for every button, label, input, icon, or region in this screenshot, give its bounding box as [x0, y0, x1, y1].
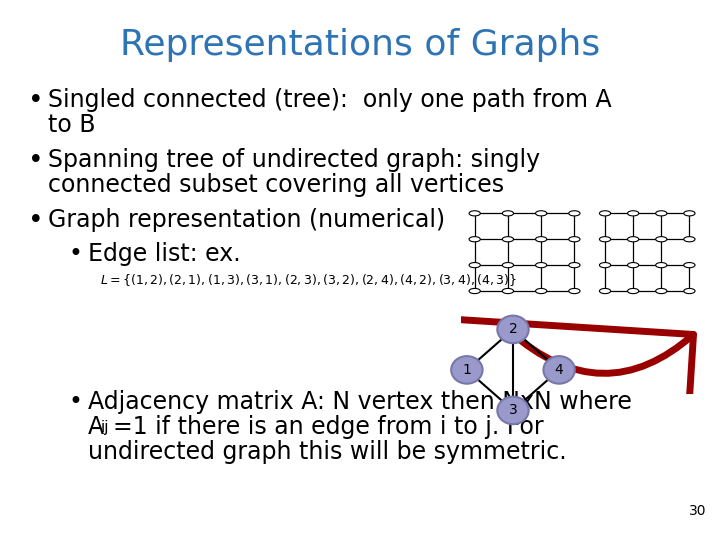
- Circle shape: [628, 288, 639, 294]
- Circle shape: [544, 356, 575, 383]
- Text: to B: to B: [48, 113, 96, 137]
- Text: undirected graph this will be symmetric.: undirected graph this will be symmetric.: [88, 440, 567, 464]
- Text: Adjacency matrix A: N vertex then NxN where: Adjacency matrix A: N vertex then NxN wh…: [88, 390, 632, 414]
- Circle shape: [684, 288, 695, 294]
- Circle shape: [503, 288, 513, 294]
- Circle shape: [503, 211, 513, 216]
- Circle shape: [600, 211, 611, 216]
- Circle shape: [503, 262, 513, 268]
- Circle shape: [656, 237, 667, 242]
- Circle shape: [536, 262, 546, 268]
- Text: •: •: [28, 88, 44, 114]
- Text: •: •: [68, 242, 82, 266]
- Text: Singled connected (tree):  only one path from A: Singled connected (tree): only one path …: [48, 88, 611, 112]
- Text: •: •: [28, 208, 44, 234]
- Circle shape: [569, 211, 580, 216]
- Circle shape: [656, 288, 667, 294]
- Text: 4: 4: [554, 363, 564, 377]
- Circle shape: [600, 237, 611, 242]
- Circle shape: [469, 288, 480, 294]
- Circle shape: [684, 237, 695, 242]
- Text: Edge list: ex.: Edge list: ex.: [88, 242, 240, 266]
- Text: 3: 3: [508, 403, 518, 417]
- Text: Representations of Graphs: Representations of Graphs: [120, 28, 600, 62]
- Circle shape: [628, 211, 639, 216]
- Circle shape: [498, 315, 528, 343]
- FancyArrowPatch shape: [411, 316, 693, 540]
- Text: A: A: [88, 415, 104, 439]
- Text: •: •: [28, 148, 44, 174]
- Text: connected subset covering all vertices: connected subset covering all vertices: [48, 173, 504, 197]
- Circle shape: [569, 288, 580, 294]
- Text: $L = \{(1, 2), (2, 1), (1, 3), (3, 1), (2, 3), (3, 2), (2, 4), (4, 2), (3, 4), (: $L = \{(1, 2), (2, 1), (1, 3), (3, 1), (…: [100, 272, 517, 288]
- Text: Spanning tree of undirected graph: singly: Spanning tree of undirected graph: singl…: [48, 148, 540, 172]
- Circle shape: [656, 211, 667, 216]
- Circle shape: [628, 262, 639, 268]
- Circle shape: [684, 262, 695, 268]
- Circle shape: [498, 396, 528, 424]
- Circle shape: [684, 211, 695, 216]
- Circle shape: [569, 237, 580, 242]
- Circle shape: [469, 211, 480, 216]
- Circle shape: [536, 237, 546, 242]
- Text: Graph representation (numerical): Graph representation (numerical): [48, 208, 445, 232]
- Circle shape: [451, 356, 482, 383]
- Circle shape: [469, 262, 480, 268]
- Text: 30: 30: [688, 504, 706, 518]
- Text: ij: ij: [101, 420, 109, 435]
- Text: =1 if there is an edge from i to j. For: =1 if there is an edge from i to j. For: [113, 415, 544, 439]
- Circle shape: [536, 211, 546, 216]
- Text: 2: 2: [508, 322, 518, 336]
- Circle shape: [503, 237, 513, 242]
- Circle shape: [569, 262, 580, 268]
- Circle shape: [469, 237, 480, 242]
- Circle shape: [600, 262, 611, 268]
- Text: 1: 1: [462, 363, 472, 377]
- Circle shape: [600, 288, 611, 294]
- Circle shape: [656, 262, 667, 268]
- Text: •: •: [68, 390, 82, 414]
- Circle shape: [628, 237, 639, 242]
- Circle shape: [536, 288, 546, 294]
